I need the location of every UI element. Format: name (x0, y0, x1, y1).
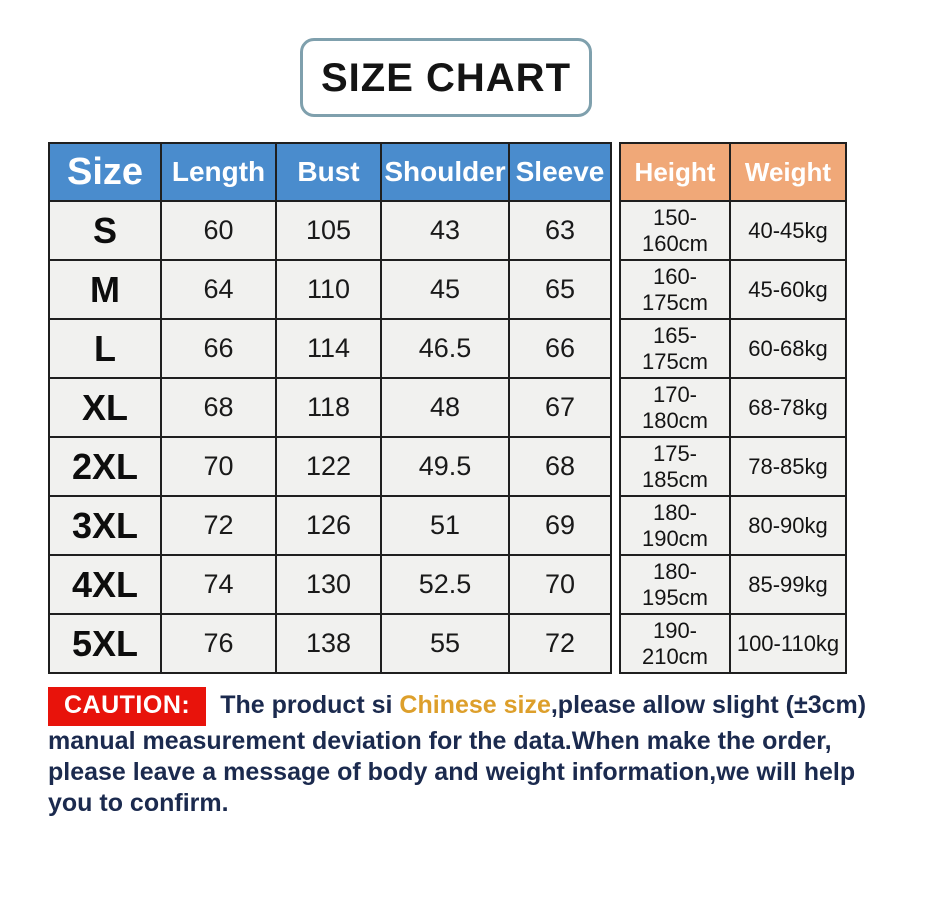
table-row: 170-180cm 68-78kg (619, 377, 847, 438)
caution-text-line3: please leave a message of body and weigh… (48, 758, 856, 786)
cell-shoulder: 48 (380, 377, 510, 438)
cell-weight: 45-60kg (729, 259, 847, 320)
cell-weight: 68-78kg (729, 377, 847, 438)
cell-length: 76 (160, 613, 277, 674)
cell-sleeve: 66 (508, 318, 612, 379)
column-header-sleeve: Sleeve (508, 142, 612, 202)
cell-length: 70 (160, 436, 277, 497)
cell-weight: 85-99kg (729, 554, 847, 615)
cell-sleeve: 63 (508, 200, 612, 261)
cell-shoulder: 45 (380, 259, 510, 320)
cell-weight: 78-85kg (729, 436, 847, 497)
cell-length: 68 (160, 377, 277, 438)
table-row: M 64 110 45 65 (48, 259, 612, 320)
caution-text-line1-post: ,please allow slight (±3cm) (550, 691, 867, 719)
cell-bust: 118 (275, 377, 382, 438)
cell-size: M (48, 259, 162, 320)
cell-bust: 114 (275, 318, 382, 379)
caution-text-highlight: Chinese size (399, 691, 551, 719)
size-chart-title-box: SIZE CHART (300, 38, 592, 117)
cell-bust: 138 (275, 613, 382, 674)
cell-bust: 110 (275, 259, 382, 320)
cell-shoulder: 52.5 (380, 554, 510, 615)
cell-weight: 80-90kg (729, 495, 847, 556)
table-row: 160-175cm 45-60kg (619, 259, 847, 320)
measurements-table: Size Length Bust Shoulder Sleeve S 60 105 43 63 M… (48, 142, 612, 674)
cell-height: 165-175cm (619, 318, 731, 379)
table-row: 2XL 70 122 49.5 68 (48, 436, 612, 497)
cell-length: 60 (160, 200, 277, 261)
cell-bust: 130 (275, 554, 382, 615)
table-row: 190-210cm 100-110kg (619, 613, 847, 674)
column-header-size: Size (48, 142, 162, 202)
cell-weight: 60-68kg (729, 318, 847, 379)
height-weight-table: Height Weight 150-160cm 40-45kg 160-175cm 45… (619, 142, 847, 674)
caution-label: CAUTION: (48, 687, 207, 726)
cell-weight: 100-110kg (729, 613, 847, 674)
cell-bust: 105 (275, 200, 382, 261)
cell-shoulder: 55 (380, 613, 510, 674)
column-header-length: Length (160, 142, 277, 202)
caution-text-line2: manual measurement deviation for the dat… (48, 727, 832, 755)
column-header-height: Height (619, 142, 731, 202)
table-row: XL 68 118 48 67 (48, 377, 612, 438)
cell-shoulder: 43 (380, 200, 510, 261)
table-row: 165-175cm 60-68kg (619, 318, 847, 379)
table-row: 4XL 74 130 52.5 70 (48, 554, 612, 615)
table-row: 5XL 76 138 55 72 (48, 613, 612, 674)
column-header-bust: Bust (275, 142, 382, 202)
cell-height: 170-180cm (619, 377, 731, 438)
cell-length: 74 (160, 554, 277, 615)
cell-length: 66 (160, 318, 277, 379)
page-title: SIZE CHART (321, 56, 571, 100)
caution-note: CAUTION: The product si Chinese size,plea… (48, 687, 889, 819)
cell-size: XL (48, 377, 162, 438)
cell-height: 160-175cm (619, 259, 731, 320)
table-row: S 60 105 43 63 (48, 200, 612, 261)
hw-table-body: 150-160cm 40-45kg 160-175cm 45-60kg 165-175c… (619, 200, 847, 674)
table-row: 3XL 72 126 51 69 (48, 495, 612, 556)
cell-size: S (48, 200, 162, 261)
cell-shoulder: 51 (380, 495, 510, 556)
cell-bust: 126 (275, 495, 382, 556)
cell-height: 150-160cm (619, 200, 731, 261)
cell-size: 4XL (48, 554, 162, 615)
size-tables: Size Length Bust Shoulder Sleeve S 60 105 43 63 M… (48, 142, 929, 674)
cell-sleeve: 72 (508, 613, 612, 674)
column-header-weight: Weight (729, 142, 847, 202)
cell-shoulder: 46.5 (380, 318, 510, 379)
table-row: 150-160cm 40-45kg (619, 200, 847, 261)
cell-length: 72 (160, 495, 277, 556)
cell-size: 5XL (48, 613, 162, 674)
cell-height: 180-195cm (619, 554, 731, 615)
table-row: L 66 114 46.5 66 (48, 318, 612, 379)
cell-bust: 122 (275, 436, 382, 497)
cell-height: 175-185cm (619, 436, 731, 497)
cell-weight: 40-45kg (729, 200, 847, 261)
size-chart-page: SIZE CHART Size Length Bust Shoulder Sleeve … (0, 38, 929, 819)
cell-sleeve: 69 (508, 495, 612, 556)
caution-text-line1-pre: The product si (220, 691, 400, 719)
table-row: 180-195cm 85-99kg (619, 554, 847, 615)
cell-height: 180-190cm (619, 495, 731, 556)
main-header-row: Size Length Bust Shoulder Sleeve (48, 142, 612, 202)
cell-size: 2XL (48, 436, 162, 497)
cell-height: 190-210cm (619, 613, 731, 674)
table-row: 175-185cm 78-85kg (619, 436, 847, 497)
hw-header-row: Height Weight (619, 142, 847, 202)
table-row: 180-190cm 80-90kg (619, 495, 847, 556)
main-table-body: S 60 105 43 63 M 64 110 45 65 L 66 114 46.5 66 XL 68 118 4… (48, 200, 612, 674)
cell-length: 64 (160, 259, 277, 320)
cell-sleeve: 67 (508, 377, 612, 438)
cell-sleeve: 65 (508, 259, 612, 320)
cell-size: 3XL (48, 495, 162, 556)
caution-text-line4: you to confirm. (48, 789, 229, 817)
cell-sleeve: 70 (508, 554, 612, 615)
cell-size: L (48, 318, 162, 379)
cell-shoulder: 49.5 (380, 436, 510, 497)
cell-sleeve: 68 (508, 436, 612, 497)
column-header-shoulder: Shoulder (380, 142, 510, 202)
